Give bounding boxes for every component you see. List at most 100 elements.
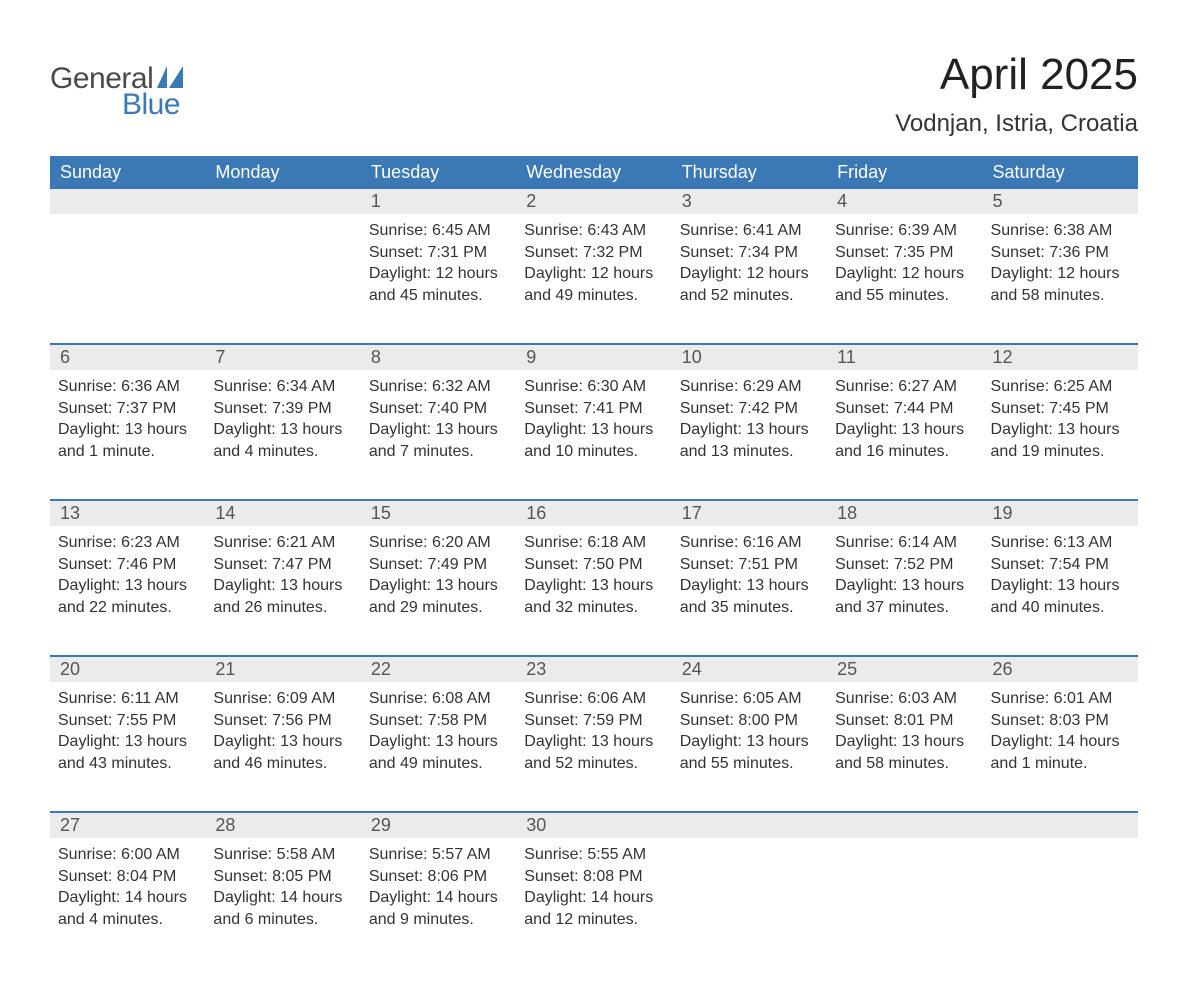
day-number: 19 <box>983 501 1138 526</box>
sunset-text: Sunset: 7:46 PM <box>58 554 197 576</box>
day-cell: Sunrise: 6:34 AMSunset: 7:39 PMDaylight:… <box>205 370 360 482</box>
daylight-text: Daylight: 13 hours and 19 minutes. <box>991 419 1130 462</box>
sunset-text: Sunset: 7:42 PM <box>680 398 819 420</box>
sunset-text: Sunset: 7:40 PM <box>369 398 508 420</box>
sunset-text: Sunset: 8:00 PM <box>680 710 819 732</box>
day-number: 18 <box>827 501 982 526</box>
sunrise-text: Sunrise: 6:18 AM <box>524 532 663 554</box>
day-cell: Sunrise: 5:58 AMSunset: 8:05 PMDaylight:… <box>205 838 360 950</box>
day-number: 30 <box>516 813 671 838</box>
sunrise-text: Sunrise: 5:58 AM <box>213 844 352 866</box>
sunset-text: Sunset: 8:01 PM <box>835 710 974 732</box>
day-number: 12 <box>983 345 1138 370</box>
daylight-text: Daylight: 13 hours and 32 minutes. <box>524 575 663 618</box>
sunset-text: Sunset: 7:50 PM <box>524 554 663 576</box>
day-number: 16 <box>516 501 671 526</box>
daylight-text: Daylight: 13 hours and 13 minutes. <box>680 419 819 462</box>
sunset-text: Sunset: 8:08 PM <box>524 866 663 888</box>
sunset-text: Sunset: 7:58 PM <box>369 710 508 732</box>
day-number: 24 <box>672 657 827 682</box>
sunrise-text: Sunrise: 6:39 AM <box>835 220 974 242</box>
location-label: Vodnjan, Istria, Croatia <box>895 110 1138 138</box>
sunrise-text: Sunrise: 6:27 AM <box>835 376 974 398</box>
day-number: 27 <box>50 813 205 838</box>
day-cell: Sunrise: 6:32 AMSunset: 7:40 PMDaylight:… <box>361 370 516 482</box>
sunrise-text: Sunrise: 6:11 AM <box>58 688 197 710</box>
day-number: 13 <box>50 501 205 526</box>
day-content-row: Sunrise: 6:00 AMSunset: 8:04 PMDaylight:… <box>50 838 1138 968</box>
sunrise-text: Sunrise: 5:57 AM <box>369 844 508 866</box>
sunrise-text: Sunrise: 6:30 AM <box>524 376 663 398</box>
day-cell: Sunrise: 6:01 AMSunset: 8:03 PMDaylight:… <box>983 682 1138 794</box>
day-cell: Sunrise: 6:16 AMSunset: 7:51 PMDaylight:… <box>672 526 827 638</box>
daylight-text: Daylight: 13 hours and 26 minutes. <box>213 575 352 618</box>
sunset-text: Sunset: 7:49 PM <box>369 554 508 576</box>
sunrise-text: Sunrise: 6:09 AM <box>213 688 352 710</box>
sunrise-text: Sunrise: 6:14 AM <box>835 532 974 554</box>
day-number: 17 <box>672 501 827 526</box>
brand-logo: General Blue <box>50 50 191 122</box>
daylight-text: Daylight: 13 hours and 43 minutes. <box>58 731 197 774</box>
sunrise-text: Sunrise: 6:29 AM <box>680 376 819 398</box>
day-content-row: Sunrise: 6:36 AMSunset: 7:37 PMDaylight:… <box>50 370 1138 500</box>
calendar-table: Sunday Monday Tuesday Wednesday Thursday… <box>50 156 1138 968</box>
day-number <box>983 813 1138 838</box>
daylight-text: Daylight: 13 hours and 58 minutes. <box>835 731 974 774</box>
daylight-text: Daylight: 13 hours and 29 minutes. <box>369 575 508 618</box>
day-cell: Sunrise: 6:29 AMSunset: 7:42 PMDaylight:… <box>672 370 827 482</box>
day-content-row: Sunrise: 6:11 AMSunset: 7:55 PMDaylight:… <box>50 682 1138 812</box>
sunset-text: Sunset: 7:51 PM <box>680 554 819 576</box>
day-number: 8 <box>361 345 516 370</box>
daylight-text: Daylight: 14 hours and 6 minutes. <box>213 887 352 930</box>
day-cell: Sunrise: 6:23 AMSunset: 7:46 PMDaylight:… <box>50 526 205 638</box>
sunrise-text: Sunrise: 6:38 AM <box>991 220 1130 242</box>
sunset-text: Sunset: 7:45 PM <box>991 398 1130 420</box>
daylight-text: Daylight: 12 hours and 52 minutes. <box>680 263 819 306</box>
page-header: General Blue April 2025 Vodnjan, Istria,… <box>50 50 1138 138</box>
day-cell: Sunrise: 6:14 AMSunset: 7:52 PMDaylight:… <box>827 526 982 638</box>
daylight-text: Daylight: 12 hours and 49 minutes. <box>524 263 663 306</box>
sunset-text: Sunset: 7:32 PM <box>524 242 663 264</box>
sunset-text: Sunset: 7:55 PM <box>58 710 197 732</box>
sunset-text: Sunset: 7:44 PM <box>835 398 974 420</box>
sunset-text: Sunset: 7:41 PM <box>524 398 663 420</box>
day-number: 11 <box>827 345 982 370</box>
day-cell: Sunrise: 6:13 AMSunset: 7:54 PMDaylight:… <box>983 526 1138 638</box>
weekday-header: Friday <box>827 156 982 189</box>
sunset-text: Sunset: 8:06 PM <box>369 866 508 888</box>
sunrise-text: Sunrise: 6:01 AM <box>991 688 1130 710</box>
day-cell: Sunrise: 6:39 AMSunset: 7:35 PMDaylight:… <box>827 214 982 326</box>
day-cell: Sunrise: 6:41 AMSunset: 7:34 PMDaylight:… <box>672 214 827 326</box>
sunrise-text: Sunrise: 6:41 AM <box>680 220 819 242</box>
day-cell: Sunrise: 5:57 AMSunset: 8:06 PMDaylight:… <box>361 838 516 950</box>
daylight-text: Daylight: 13 hours and 22 minutes. <box>58 575 197 618</box>
weekday-header: Tuesday <box>361 156 516 189</box>
day-number: 23 <box>516 657 671 682</box>
daylight-text: Daylight: 13 hours and 16 minutes. <box>835 419 974 462</box>
daylight-text: Daylight: 12 hours and 55 minutes. <box>835 263 974 306</box>
sunrise-text: Sunrise: 6:43 AM <box>524 220 663 242</box>
day-number: 20 <box>50 657 205 682</box>
sunrise-text: Sunrise: 6:25 AM <box>991 376 1130 398</box>
daylight-text: Daylight: 14 hours and 1 minute. <box>991 731 1130 774</box>
day-number-row: 20212223242526 <box>50 657 1138 682</box>
day-cell: Sunrise: 6:08 AMSunset: 7:58 PMDaylight:… <box>361 682 516 794</box>
sunrise-text: Sunrise: 6:00 AM <box>58 844 197 866</box>
day-cell: Sunrise: 6:03 AMSunset: 8:01 PMDaylight:… <box>827 682 982 794</box>
daylight-text: Daylight: 14 hours and 4 minutes. <box>58 887 197 930</box>
day-number: 5 <box>983 189 1138 214</box>
logo-text-2: Blue <box>122 88 191 122</box>
sunrise-text: Sunrise: 5:55 AM <box>524 844 663 866</box>
day-cell: Sunrise: 6:21 AMSunset: 7:47 PMDaylight:… <box>205 526 360 638</box>
day-cell: Sunrise: 6:18 AMSunset: 7:50 PMDaylight:… <box>516 526 671 638</box>
daylight-text: Daylight: 13 hours and 49 minutes. <box>369 731 508 774</box>
sunset-text: Sunset: 8:03 PM <box>991 710 1130 732</box>
sunrise-text: Sunrise: 6:08 AM <box>369 688 508 710</box>
day-number: 26 <box>983 657 1138 682</box>
day-cell: Sunrise: 6:06 AMSunset: 7:59 PMDaylight:… <box>516 682 671 794</box>
day-cell: Sunrise: 6:27 AMSunset: 7:44 PMDaylight:… <box>827 370 982 482</box>
daylight-text: Daylight: 12 hours and 58 minutes. <box>991 263 1130 306</box>
sunset-text: Sunset: 7:47 PM <box>213 554 352 576</box>
day-number: 1 <box>361 189 516 214</box>
day-number-row: 27282930 <box>50 813 1138 838</box>
